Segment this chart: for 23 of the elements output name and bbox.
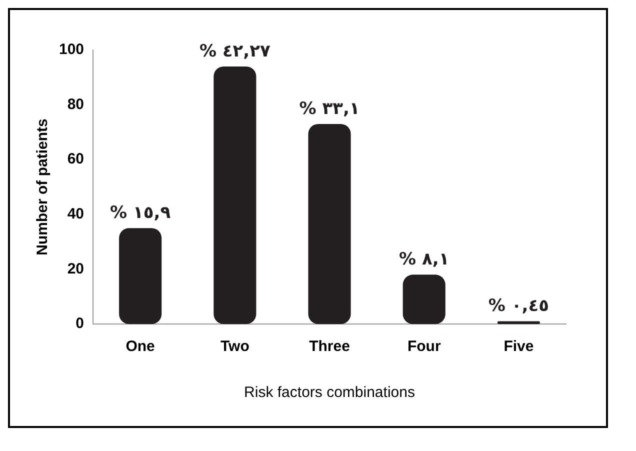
bar [402,274,446,324]
annotation: % ٤٢,٢٧ [199,41,271,62]
y-axis-title: Number of patients [34,118,52,256]
bar [214,66,256,324]
annotation: % ٠,٤٥ [488,296,549,316]
bar [119,228,162,324]
x-tick-label: One [126,338,155,356]
y-tick-label: 60 [67,150,84,168]
bar [308,124,351,324]
x-tick-label: Three [309,338,350,356]
x-tick-label: Two [220,338,250,356]
y-tick-label: 40 [67,206,84,223]
y-tick-label: 80 [67,96,84,113]
x-axis-title: Risk factors combinations [244,384,415,402]
x-tick-label: Five [504,338,534,356]
annotation: % ١٥,٩ [110,203,172,224]
y-tick-label: 100 [58,41,84,58]
y-tick-label: 0 [76,315,84,332]
bar [497,321,540,324]
annotation: % ٣٣,١ [299,98,360,119]
x-tick-label: Four [407,338,441,356]
annotation: % ٨,١ [399,250,450,270]
y-tick-label: 20 [67,260,84,278]
